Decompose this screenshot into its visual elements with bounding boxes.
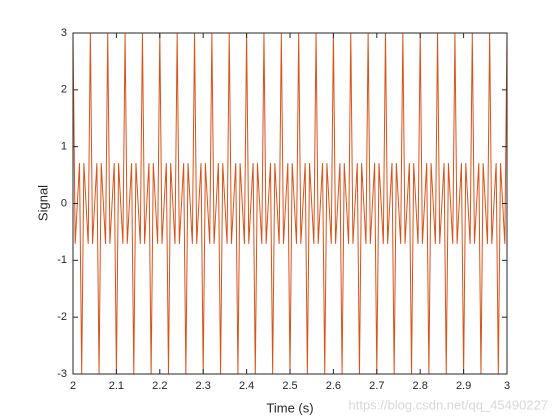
x-tick-label: 2.9 <box>456 380 471 392</box>
y-tick-label: -3 <box>57 368 67 380</box>
y-tick-label: 3 <box>61 27 67 39</box>
y-tick-label: 2 <box>61 84 67 96</box>
watermark: https://blog.csdn.net/qq_45490227 <box>349 397 549 412</box>
y-tick-label: 0 <box>61 197 67 209</box>
x-axis-label: Time (s) <box>266 400 313 415</box>
x-tick-label: 2.2 <box>152 380 167 392</box>
y-tick-label: 1 <box>61 141 67 153</box>
x-tick-label: 2.5 <box>282 380 297 392</box>
y-axis-label: Signal <box>35 185 50 221</box>
x-tick-label: 2.7 <box>369 380 384 392</box>
x-tick-label: 2 <box>70 380 76 392</box>
y-tick-label: -1 <box>57 254 67 266</box>
x-tick-label: 2.8 <box>413 380 428 392</box>
x-tick-label: 3 <box>504 380 510 392</box>
x-tick-label: 2.3 <box>196 380 211 392</box>
x-tick-label: 2.6 <box>326 380 341 392</box>
x-tick-label: 2.1 <box>109 380 124 392</box>
y-tick-label: -2 <box>57 311 67 323</box>
x-tick-label: 2.4 <box>239 380 254 392</box>
